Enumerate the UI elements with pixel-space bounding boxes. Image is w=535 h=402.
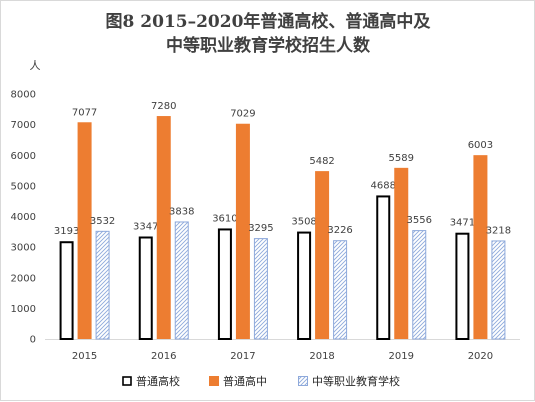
data-label: 7280	[151, 101, 176, 112]
data-label: 4688	[371, 180, 396, 191]
y-tick-label: 0	[30, 335, 36, 346]
bar-vocational-2017	[253, 238, 268, 340]
data-label: 5482	[309, 156, 334, 167]
legend-swatch	[209, 376, 219, 386]
bar-highschool-2020	[473, 155, 488, 339]
y-tick-label: 8000	[11, 90, 36, 101]
data-label: 6003	[468, 140, 493, 151]
legend-swatch	[122, 376, 132, 386]
data-label: 3295	[248, 223, 273, 234]
data-label: 3471	[450, 218, 475, 229]
chart-subtitle: 中等职业教育学校招生人数	[166, 35, 371, 56]
bar-college-2015	[59, 241, 74, 340]
data-label: 7029	[230, 109, 255, 120]
bar-vocational-2016	[174, 221, 189, 340]
x-tick-label: 2019	[389, 351, 414, 362]
data-label: 3347	[133, 221, 158, 232]
bar-vocational-2019	[412, 230, 427, 340]
bar-college-2018	[297, 231, 312, 341]
x-tick-label: 2018	[309, 351, 334, 362]
y-tick-label: 7000	[11, 120, 36, 131]
bar-vocational-2015	[95, 230, 110, 340]
x-tick-label: 2020	[468, 351, 493, 362]
data-label: 3193	[54, 226, 79, 237]
data-label: 3532	[90, 216, 115, 227]
x-tick-label: 2016	[151, 351, 176, 362]
bar-highschool-2016	[156, 116, 171, 339]
bar-highschool-2017	[235, 123, 250, 339]
bar-highschool-2015	[77, 122, 92, 339]
legend-swatch	[298, 376, 308, 386]
data-label: 7077	[72, 107, 97, 118]
data-label: 3610	[212, 213, 237, 224]
bar-college-2019	[376, 195, 391, 340]
data-label: 3838	[169, 206, 194, 217]
x-tick-label: 2017	[230, 351, 255, 362]
y-tick-label: 1000	[11, 304, 36, 315]
legend-label: 普通高校	[136, 374, 180, 388]
y-tick-label: 6000	[11, 151, 36, 162]
data-label: 3226	[327, 225, 352, 236]
bar-college-2017	[217, 228, 232, 341]
bar-highschool-2019	[394, 167, 409, 339]
x-tick-label: 2015	[72, 351, 97, 362]
bar-vocational-2020	[491, 240, 506, 340]
bar-vocational-2018	[333, 240, 348, 340]
y-axis-label: 人	[30, 59, 41, 72]
data-label: 3508	[291, 217, 316, 228]
legend-label: 普通高中	[223, 374, 267, 388]
y-tick-label: 3000	[11, 243, 36, 254]
legend-label: 中等职业教育学校	[312, 374, 400, 388]
chart-title: 图8 2015–2020年普通高校、普通高中及	[106, 11, 432, 32]
bar-college-2016	[138, 236, 153, 340]
bar-college-2020	[455, 232, 470, 340]
bar-highschool-2018	[315, 171, 330, 339]
data-label: 3218	[486, 225, 511, 236]
y-tick-label: 5000	[11, 181, 36, 192]
y-tick-label: 4000	[11, 212, 36, 223]
data-label: 3556	[407, 215, 432, 226]
y-tick-label: 2000	[11, 273, 36, 284]
data-label: 5589	[389, 153, 414, 164]
